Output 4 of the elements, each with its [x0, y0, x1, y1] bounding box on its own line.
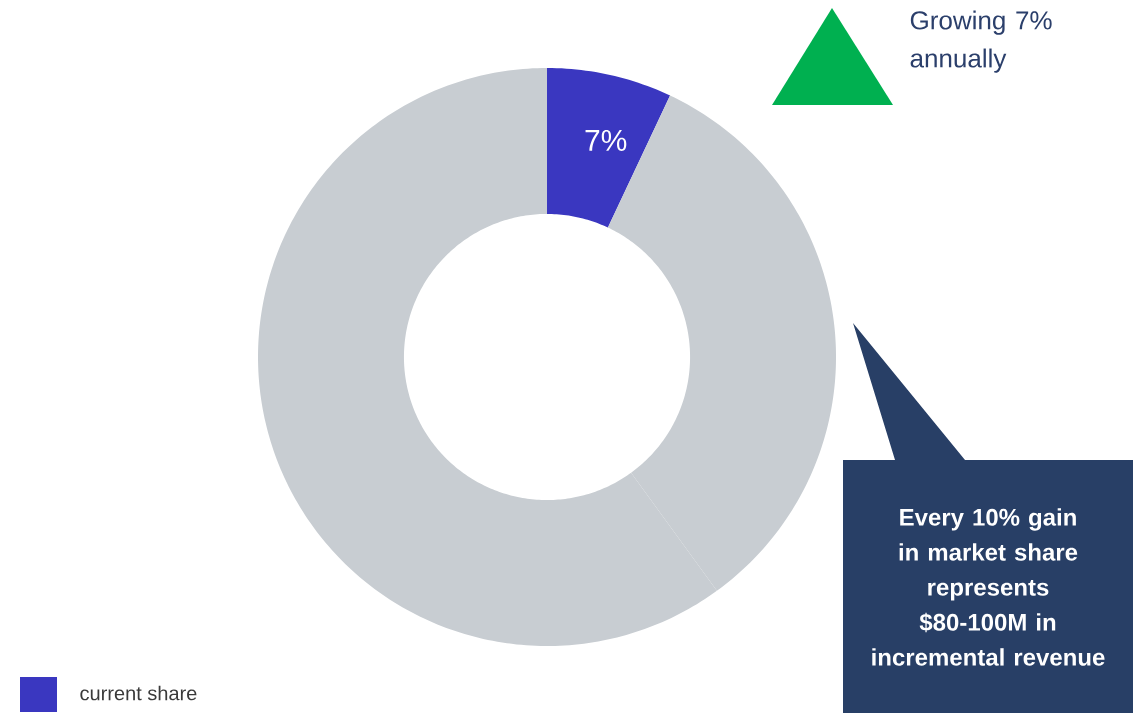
data-label: 7% [585, 129, 627, 151]
legend-label: current share [80, 685, 197, 701]
text: Growing 7% annually [910, 10, 1052, 73]
text: Every 10% gain in market share represents $80-100M in incremental revenue [872, 508, 1105, 666]
